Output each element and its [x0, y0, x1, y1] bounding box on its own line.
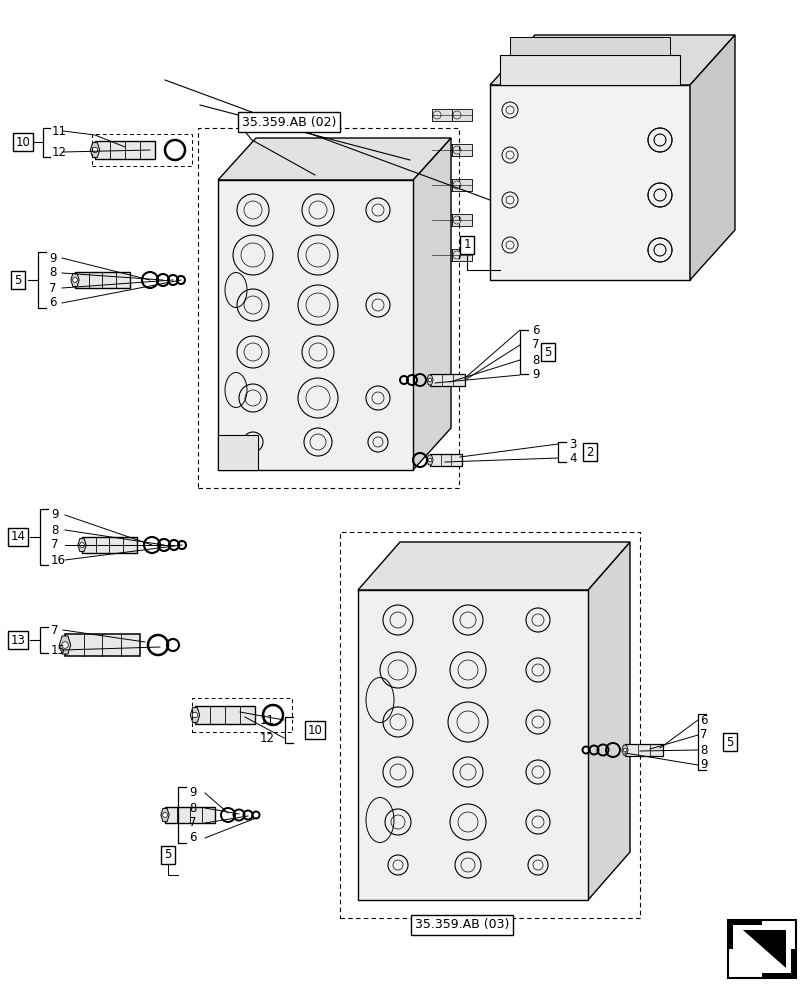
Text: 6: 6 [531, 324, 539, 336]
Bar [340, 532, 639, 918]
Polygon shape [161, 808, 169, 822]
Circle shape [62, 642, 68, 648]
Bar [430, 374, 465, 386]
Text: 7: 7 [51, 624, 58, 636]
Polygon shape [217, 138, 450, 180]
Bar [509, 37, 669, 55]
Bar [624, 744, 663, 756]
Bar [727, 920, 795, 978]
Polygon shape [427, 375, 432, 385]
Text: 10: 10 [15, 136, 30, 149]
Text: 6: 6 [49, 296, 57, 310]
Bar [95, 141, 155, 159]
Text: 12: 12 [260, 731, 275, 744]
Bar [195, 706, 255, 724]
Bar [82, 537, 137, 553]
Bar [452, 144, 471, 156]
Bar [431, 214, 452, 226]
Text: 5: 5 [725, 735, 733, 748]
Text: 16: 16 [51, 554, 66, 566]
Text: 7: 7 [51, 538, 58, 552]
Text: 7: 7 [189, 816, 196, 829]
Bar [65, 634, 139, 656]
Text: 5: 5 [15, 273, 22, 286]
Text: 6: 6 [189, 831, 196, 844]
Text: 15: 15 [51, 644, 66, 656]
Text: 9: 9 [531, 368, 539, 381]
Text: 5: 5 [543, 346, 551, 359]
Text: 6: 6 [699, 713, 706, 726]
Polygon shape [427, 455, 432, 465]
Circle shape [427, 458, 431, 462]
Circle shape [72, 278, 77, 282]
Text: 9: 9 [189, 786, 196, 799]
Bar [500, 55, 679, 85]
Text: 12: 12 [52, 146, 67, 159]
Circle shape [162, 813, 167, 817]
Bar [732, 925, 790, 973]
Text: 3: 3 [569, 438, 576, 450]
Circle shape [427, 378, 431, 382]
Text: 35.359.AB (03): 35.359.AB (03) [414, 918, 508, 931]
Text: 7: 7 [531, 338, 539, 352]
Text: 8: 8 [51, 524, 58, 536]
Bar [452, 249, 471, 261]
Text: 10: 10 [307, 723, 322, 736]
Bar [431, 109, 452, 121]
Text: 35.359.AB (02): 35.359.AB (02) [242, 116, 336, 129]
Polygon shape [621, 745, 628, 755]
Circle shape [79, 543, 84, 547]
Polygon shape [358, 542, 629, 590]
Bar [431, 249, 452, 261]
Polygon shape [689, 35, 734, 280]
Polygon shape [413, 138, 450, 470]
Bar [217, 435, 258, 470]
Bar [431, 144, 452, 156]
Bar [452, 109, 471, 121]
Polygon shape [742, 930, 785, 968]
Text: 8: 8 [49, 266, 56, 279]
Text: 8: 8 [531, 354, 539, 366]
Circle shape [622, 748, 626, 752]
Text: 11: 11 [52, 125, 67, 138]
Bar [452, 214, 471, 226]
Bar [431, 179, 452, 191]
Polygon shape [358, 590, 587, 900]
Polygon shape [489, 85, 689, 280]
Text: 5: 5 [164, 848, 171, 861]
Polygon shape [190, 708, 200, 722]
Polygon shape [59, 636, 71, 654]
Polygon shape [78, 538, 86, 552]
Polygon shape [217, 180, 413, 470]
Text: 9: 9 [49, 251, 57, 264]
Text: 9: 9 [51, 508, 58, 522]
Text: 14: 14 [11, 530, 25, 544]
Text: 8: 8 [189, 801, 196, 814]
Text: 2: 2 [586, 446, 593, 458]
Text: 7: 7 [49, 282, 57, 294]
Text: 8: 8 [699, 743, 706, 756]
Bar [761, 949, 796, 978]
Text: 1: 1 [463, 238, 470, 251]
Bar [75, 272, 130, 288]
Text: 13: 13 [11, 634, 25, 646]
Text: 9: 9 [699, 758, 706, 772]
Bar [430, 454, 461, 466]
Polygon shape [587, 542, 629, 900]
Text: 11: 11 [260, 713, 275, 726]
Circle shape [92, 147, 97, 153]
Bar [727, 919, 761, 949]
Bar [92, 134, 191, 166]
Text: 7: 7 [699, 728, 706, 741]
Bar [198, 128, 458, 488]
Bar [165, 807, 215, 823]
Text: 4: 4 [569, 452, 576, 464]
Bar [452, 179, 471, 191]
Polygon shape [739, 943, 787, 969]
Polygon shape [71, 273, 79, 287]
Circle shape [192, 712, 197, 718]
Polygon shape [489, 35, 734, 85]
Polygon shape [90, 143, 100, 157]
Bar [191, 698, 292, 732]
